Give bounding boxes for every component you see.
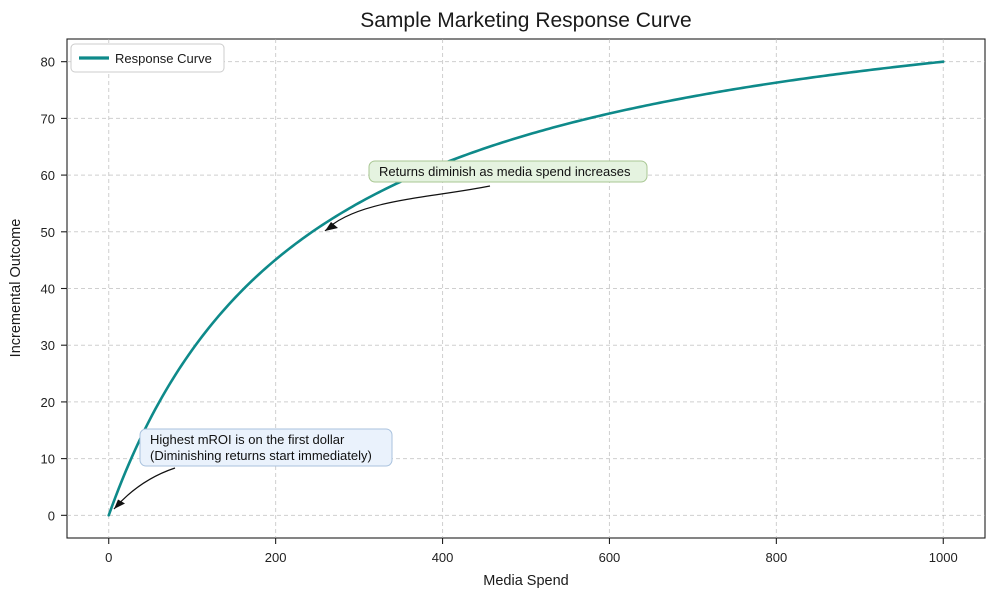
svg-text:80: 80 xyxy=(41,55,55,70)
svg-text:10: 10 xyxy=(41,452,55,467)
svg-text:Returns diminish as media spen: Returns diminish as media spend increase… xyxy=(379,164,631,179)
svg-text:0: 0 xyxy=(48,508,55,523)
svg-text:20: 20 xyxy=(41,395,55,410)
svg-text:1000: 1000 xyxy=(929,550,958,565)
svg-text:60: 60 xyxy=(41,168,55,183)
svg-text:Incremental Outcome: Incremental Outcome xyxy=(8,219,24,358)
svg-text:70: 70 xyxy=(41,111,55,126)
svg-text:800: 800 xyxy=(766,550,788,565)
svg-text:200: 200 xyxy=(265,550,287,565)
svg-text:Response Curve: Response Curve xyxy=(115,51,212,66)
svg-text:30: 30 xyxy=(41,338,55,353)
svg-text:600: 600 xyxy=(599,550,621,565)
svg-text:Highest mROI is on the first d: Highest mROI is on the first dollar xyxy=(150,432,345,447)
svg-text:0: 0 xyxy=(105,550,112,565)
svg-text:40: 40 xyxy=(41,282,55,297)
svg-text:400: 400 xyxy=(432,550,454,565)
svg-text:Media Spend: Media Spend xyxy=(483,573,568,589)
svg-text:(Diminishing returns start imm: (Diminishing returns start immediately) xyxy=(150,448,372,463)
svg-text:50: 50 xyxy=(41,225,55,240)
svg-text:Sample Marketing Response Curv: Sample Marketing Response Curve xyxy=(360,9,692,32)
